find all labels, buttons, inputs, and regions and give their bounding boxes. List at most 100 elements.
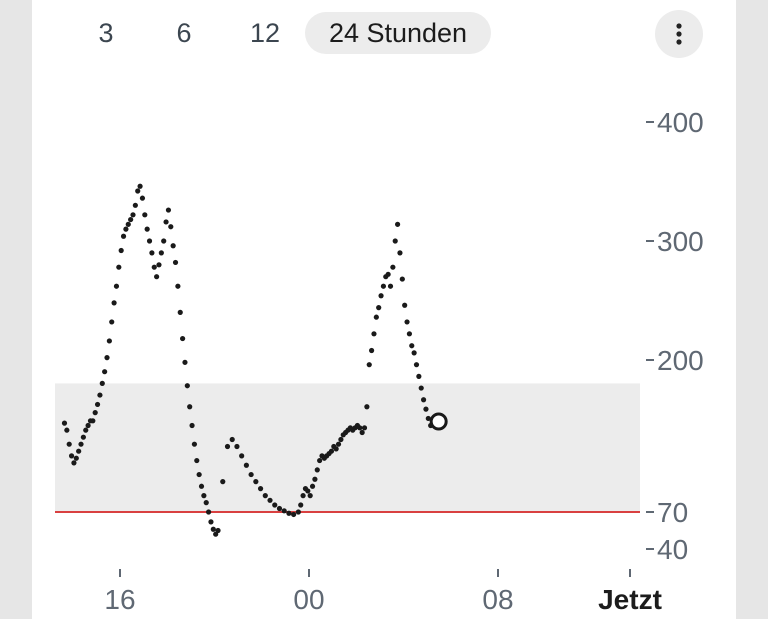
- glucose-point: [298, 502, 304, 508]
- glucose-point: [68, 453, 75, 459]
- glucose-point: [380, 283, 387, 289]
- glucose-point: [213, 531, 219, 537]
- glucose-point: [387, 283, 394, 289]
- glucose-point: [208, 519, 214, 525]
- glucose-point: [182, 359, 188, 365]
- glucose-point: [163, 219, 169, 225]
- glucose-point: [406, 331, 413, 337]
- glucose-point: [253, 479, 259, 485]
- glucose-point: [187, 404, 193, 410]
- glucose-point: [392, 238, 398, 244]
- x-tick-label: 16: [104, 584, 135, 615]
- y-tick-label: 200: [657, 345, 704, 376]
- glucose-point: [158, 250, 164, 256]
- glucose-point: [104, 355, 110, 361]
- glucose-point: [404, 319, 410, 325]
- glucose-point: [73, 455, 79, 461]
- glucose-point: [378, 293, 384, 299]
- glucose-point: [146, 238, 153, 244]
- glucose-point: [366, 362, 372, 368]
- glucose-point: [369, 347, 375, 354]
- glucose-point: [420, 397, 427, 403]
- glucose-point: [317, 457, 323, 464]
- glucose-point: [335, 441, 342, 447]
- glucose-point: [151, 264, 157, 270]
- glucose-point: [220, 479, 226, 485]
- glucose-point: [142, 212, 148, 218]
- glucose-point: [309, 483, 316, 489]
- glucose-point: [425, 415, 431, 422]
- glucose-point: [305, 488, 311, 494]
- glucose-point: [272, 502, 278, 508]
- glucose-point: [109, 319, 115, 325]
- x-tick-label: 00: [293, 584, 324, 615]
- glucose-point: [149, 250, 155, 256]
- tab-6h[interactable]: 6: [176, 18, 192, 48]
- glucose-point: [205, 509, 212, 515]
- glucose-point: [357, 425, 363, 431]
- glucose-point: [203, 500, 209, 506]
- glucose-point: [180, 335, 186, 342]
- glucose-point: [409, 343, 415, 349]
- glucose-point: [373, 314, 379, 320]
- glucose-point: [394, 221, 401, 227]
- glucose-point: [66, 441, 72, 447]
- glucose-point: [172, 259, 179, 266]
- glucose-point: [224, 443, 231, 450]
- glucose-point: [399, 276, 405, 282]
- glucose-point: [215, 527, 221, 534]
- tab-12h[interactable]: 12: [249, 18, 281, 48]
- glucose-point: [291, 511, 297, 518]
- chart-card: 3 6 12 24 Stunden: [32, 0, 736, 619]
- glucose-point: [118, 247, 124, 254]
- glucose-point: [132, 202, 138, 208]
- glucose-point: [128, 216, 134, 223]
- glucose-point: [286, 510, 292, 516]
- glucose-point: [135, 188, 141, 194]
- glucose-point: [120, 233, 127, 239]
- glucose-point: [102, 369, 108, 375]
- glucose-point: [307, 493, 313, 499]
- glucose-point: [106, 338, 112, 344]
- glucose-point: [312, 476, 318, 482]
- glucose-point: [376, 305, 382, 311]
- glucose-point: [111, 300, 117, 306]
- glucose-point: [165, 207, 172, 213]
- glucose-point: [184, 383, 190, 389]
- glucose-point: [80, 434, 86, 440]
- glucose-point: [361, 425, 368, 431]
- glucose-point: [83, 427, 89, 433]
- x-tick-label: 08: [482, 584, 513, 615]
- glucose-point: [385, 271, 391, 277]
- glucose-point: [300, 493, 306, 499]
- glucose-point: [371, 331, 377, 337]
- glucose-point: [262, 493, 268, 499]
- glucose-point: [201, 493, 207, 499]
- glucose-point: [139, 195, 146, 201]
- glucose-point: [229, 436, 235, 443]
- more-menu-button[interactable]: [655, 10, 703, 58]
- glucose-point: [76, 448, 82, 454]
- glucose-point: [314, 467, 320, 473]
- glucose-point: [416, 373, 422, 379]
- glucose-point: [411, 350, 417, 356]
- glucose-point: [364, 404, 370, 410]
- tab-3h[interactable]: 3: [98, 18, 114, 48]
- glucose-point: [90, 418, 96, 424]
- glucose-point: [161, 238, 167, 244]
- glucose-point: [130, 212, 136, 218]
- glucose-point: [137, 183, 143, 189]
- glucose-point: [189, 422, 195, 429]
- tab-24h[interactable]: 24 Stunden: [305, 12, 491, 54]
- glucose-point: [99, 380, 105, 386]
- y-tick-label: 40: [657, 534, 688, 565]
- glucose-point: [92, 410, 98, 416]
- y-tick-label: 400: [657, 107, 704, 138]
- glucose-point: [239, 453, 245, 459]
- glucose-point: [123, 226, 129, 232]
- glucose-point: [333, 446, 339, 452]
- glucose-point: [423, 406, 429, 412]
- current-value-marker: [429, 412, 448, 431]
- glucose-point: [267, 497, 273, 503]
